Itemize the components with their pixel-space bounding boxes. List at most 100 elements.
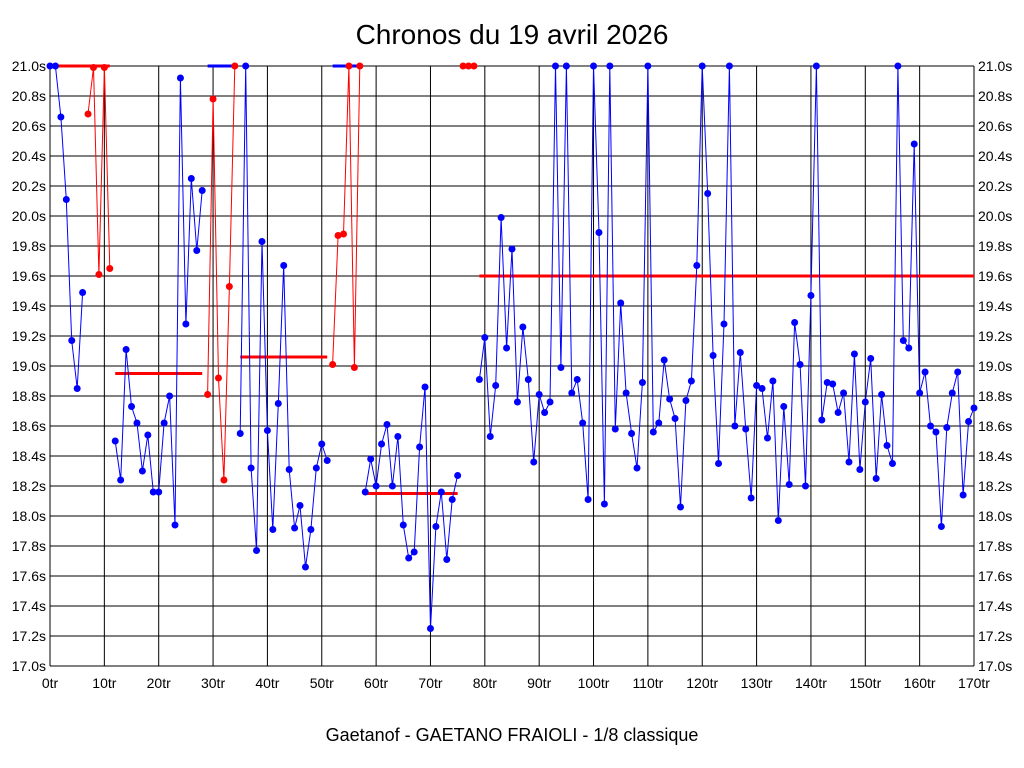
series-line	[364, 386, 459, 629]
data-point	[970, 404, 978, 412]
data-point	[95, 271, 103, 278]
data-point	[557, 364, 565, 371]
y-tick-label-left: 17.0s	[12, 658, 46, 674]
data-point	[410, 548, 418, 556]
data-point	[682, 397, 690, 404]
data-point	[573, 376, 581, 383]
data-point	[111, 437, 119, 445]
data-point	[149, 488, 157, 496]
data-point	[481, 334, 489, 341]
data-point	[89, 64, 97, 71]
data-point	[943, 424, 951, 431]
data-point	[187, 175, 195, 182]
data-point	[508, 245, 516, 253]
x-tick-label: 80tr	[473, 675, 497, 691]
data-point	[285, 466, 293, 473]
data-point	[405, 554, 413, 562]
data-point	[617, 299, 625, 307]
series-line	[207, 65, 236, 481]
data-point	[497, 214, 505, 221]
data-point	[791, 319, 799, 326]
y-tick-label-left: 17.8s	[12, 538, 46, 554]
data-point	[378, 440, 386, 448]
data-point	[551, 62, 559, 70]
data-point	[731, 422, 739, 430]
data-point	[655, 419, 663, 427]
y-tick-label-right: 20.4s	[978, 148, 1012, 164]
data-point	[856, 466, 864, 473]
data-point	[340, 230, 348, 238]
data-point	[503, 344, 511, 352]
data-point	[524, 376, 532, 383]
y-tick-label-left: 18.6s	[12, 418, 46, 434]
data-point	[209, 95, 217, 103]
data-point	[535, 391, 543, 398]
x-tick-label: 10tr	[92, 675, 116, 691]
data-point	[388, 482, 396, 490]
data-point	[138, 467, 146, 475]
y-tick-label-right: 17.2s	[978, 628, 1012, 644]
data-point	[774, 517, 782, 524]
data-point	[568, 389, 576, 397]
x-tick-label: 150tr	[849, 675, 881, 691]
data-point	[850, 350, 858, 358]
data-point	[796, 361, 804, 368]
y-tick-label-right: 18.4s	[978, 448, 1012, 464]
data-point	[459, 62, 467, 70]
data-point	[622, 389, 630, 397]
data-point	[530, 458, 538, 466]
data-point	[965, 418, 973, 425]
y-tick-label-left: 21.0s	[12, 58, 46, 74]
data-point	[475, 376, 483, 383]
data-point	[345, 62, 353, 70]
data-point	[812, 62, 820, 70]
data-point	[318, 440, 326, 448]
data-point	[62, 196, 70, 203]
data-point	[763, 434, 771, 442]
data-point	[780, 403, 788, 410]
y-tick-label-left: 19.6s	[12, 268, 46, 284]
data-point	[883, 442, 891, 449]
y-tick-label-right: 20.6s	[978, 118, 1012, 134]
data-point	[720, 320, 728, 328]
x-tick-label: 120tr	[686, 675, 718, 691]
data-point	[334, 232, 342, 239]
chart-subtitle: Gaetanof - GAETANO FRAIOLI - 1/8 classiq…	[326, 725, 699, 745]
data-point	[698, 62, 706, 70]
y-tick-label-left: 17.6s	[12, 568, 46, 584]
data-point	[329, 361, 337, 368]
data-point	[666, 395, 674, 403]
y-tick-label-right: 20.0s	[978, 208, 1012, 224]
x-tick-label: 60tr	[364, 675, 388, 691]
y-tick-label-right: 19.4s	[978, 298, 1012, 314]
data-point	[785, 481, 793, 488]
data-point	[231, 62, 239, 70]
data-point	[144, 431, 152, 439]
x-tick-label: 90tr	[527, 675, 551, 691]
data-point	[932, 428, 940, 436]
data-point	[242, 62, 250, 70]
data-point	[894, 62, 902, 70]
data-point	[633, 464, 641, 472]
x-tick-label: 70tr	[418, 675, 442, 691]
data-point	[117, 476, 125, 484]
data-point	[747, 494, 755, 502]
x-tick-label: 110tr	[632, 675, 663, 691]
data-point	[513, 398, 521, 406]
data-point	[291, 524, 299, 532]
data-point	[948, 389, 956, 397]
data-point	[671, 415, 679, 422]
grid	[49, 65, 975, 667]
data-point	[426, 625, 434, 632]
y-tick-label-left: 18.8s	[12, 388, 46, 404]
data-point	[367, 455, 375, 463]
data-point	[579, 419, 587, 427]
data-point	[247, 464, 255, 472]
data-point	[106, 265, 114, 272]
y-tick-label-left: 19.0s	[12, 358, 46, 374]
data-point	[307, 526, 315, 533]
data-point	[269, 526, 277, 533]
x-tick-label: 20tr	[147, 675, 171, 691]
data-point	[910, 140, 918, 148]
